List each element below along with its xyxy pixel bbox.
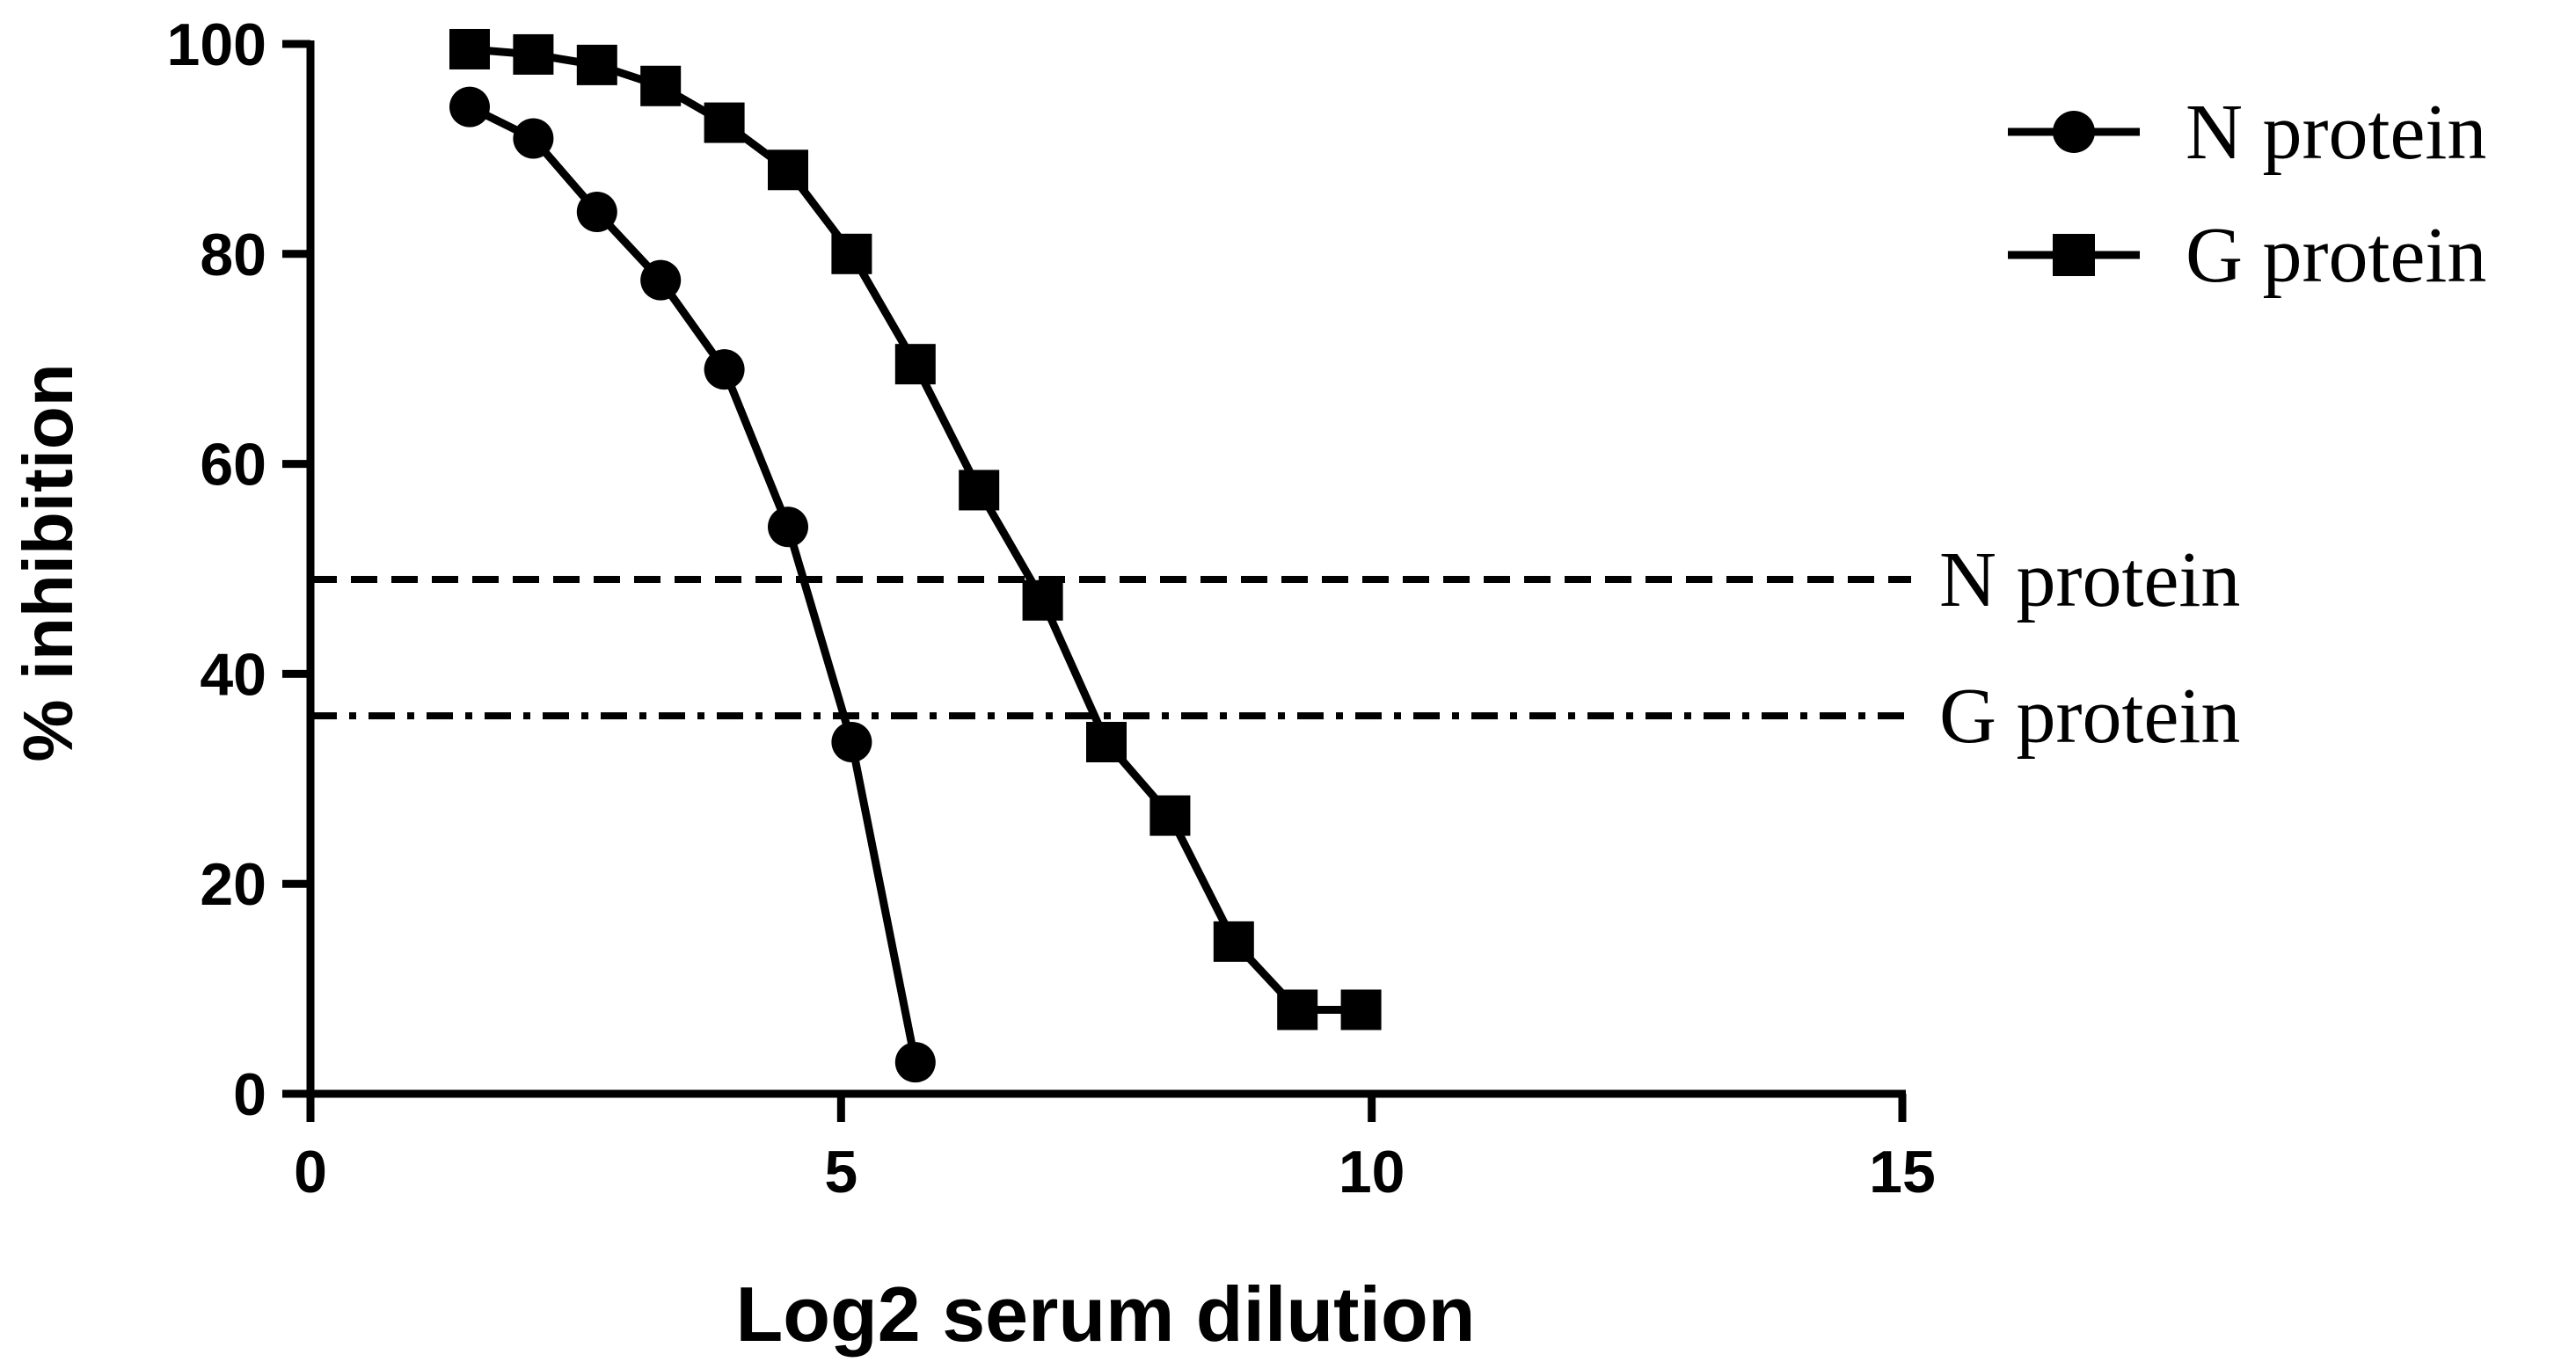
data-point: [1022, 579, 1063, 621]
y-tick-label: 40: [200, 641, 266, 708]
legend-label: N protein: [2186, 89, 2486, 176]
data-point: [768, 149, 808, 191]
series-2: [449, 28, 1382, 1030]
reference-lines: N protein G protein: [310, 536, 2240, 760]
data-point: [894, 1042, 936, 1083]
data-point: [513, 118, 554, 159]
data-point: [831, 233, 872, 274]
data-point: [831, 722, 872, 763]
data-point: [768, 506, 808, 548]
data-point: [1213, 921, 1254, 962]
legend-item-2: G protein: [2008, 212, 2486, 299]
legend-label: G protein: [2186, 212, 2486, 299]
data-point: [449, 86, 490, 127]
legend: N protein G protein: [2008, 89, 2486, 299]
y-tick-label: 80: [200, 222, 266, 288]
x-tick-label: 15: [1869, 1139, 1936, 1205]
data-point: [1086, 722, 1127, 763]
series-layer: [449, 28, 1382, 1083]
data-point: [1277, 989, 1318, 1030]
x-tick-label: 10: [1339, 1139, 1405, 1205]
x-tick-label: 0: [294, 1139, 327, 1205]
data-point: [449, 28, 490, 69]
data-point: [640, 259, 682, 301]
x-axis-title: Log2 serum dilution: [736, 1271, 1476, 1358]
data-point: [640, 65, 682, 106]
y-axis-title: % inhibition: [9, 363, 87, 761]
y-tick-label: 20: [200, 851, 266, 918]
data-point: [513, 33, 554, 75]
legend-marker: [2053, 111, 2095, 153]
series-1: [449, 86, 936, 1083]
axes: [306, 40, 1906, 1098]
x-ticks: 0 5 10 15: [294, 1094, 1936, 1205]
data-point: [576, 44, 617, 85]
data-point: [704, 102, 745, 143]
y-ticks: 0 20 40 60 80 100: [167, 11, 310, 1128]
reference-line-label: N protein: [1939, 536, 2240, 623]
x-tick-label: 5: [824, 1139, 857, 1205]
y-tick-label: 100: [167, 11, 266, 78]
legend-marker: [2053, 234, 2095, 276]
y-tick-label: 0: [233, 1061, 266, 1128]
data-point: [704, 349, 745, 390]
reference-line-label: G protein: [1939, 673, 2240, 760]
data-point: [959, 470, 1000, 511]
data-point: [894, 344, 936, 385]
data-point: [576, 192, 617, 233]
data-point: [1340, 989, 1382, 1030]
data-point: [1149, 795, 1191, 836]
y-tick-label: 60: [200, 432, 266, 499]
legend-item-1: N protein: [2008, 89, 2486, 176]
